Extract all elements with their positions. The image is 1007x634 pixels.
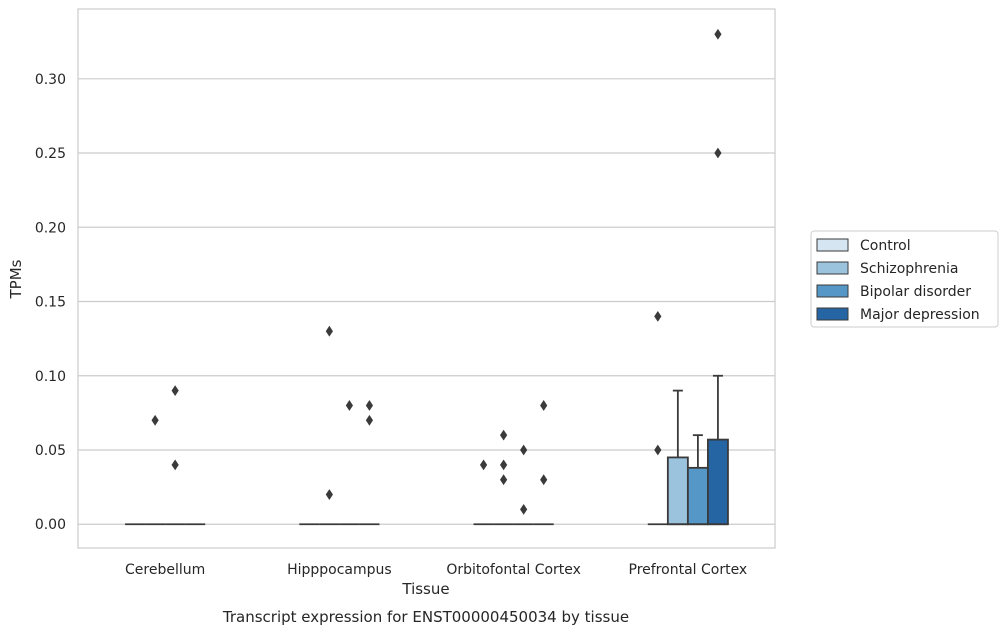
outlier-point <box>714 147 722 159</box>
y-axis-label: TPMs <box>7 259 25 299</box>
legend-label: Control <box>860 238 911 254</box>
box <box>666 389 689 526</box>
outlier-point <box>500 429 508 441</box>
outlier-point <box>479 459 488 471</box>
outlier-point <box>520 444 528 456</box>
outlier-point <box>345 400 353 411</box>
y-axis-ticks: 0.00 0.05 0.10 0.15 0.20 0.25 0.30 <box>35 72 66 533</box>
outlier-point <box>365 414 374 426</box>
box-series <box>125 374 729 526</box>
x-tick-label: Hipppocampus <box>287 562 392 578</box>
legend-swatch <box>816 307 849 321</box>
legend: Control Schizophrenia Bipolar disorder Majo… <box>810 230 999 328</box>
x-tick-label: Prefrontal Cortex <box>629 562 748 578</box>
legend-swatch <box>816 238 849 252</box>
y-tick-label: 0.20 <box>35 220 66 236</box>
legend-label: Bipolar disorder <box>860 284 971 300</box>
figure-caption: Transcript expression for ENST0000045003… <box>222 608 629 626</box>
y-tick-label: 0.10 <box>35 369 66 385</box>
outlier-point <box>540 400 548 411</box>
x-tick-label: Orbitofontal Cortex <box>446 562 581 578</box>
legend-label: Schizophrenia <box>860 261 958 277</box>
y-tick-label: 0.15 <box>35 295 66 311</box>
outlier-point <box>500 459 508 471</box>
x-axis-label: Tissue <box>401 580 449 598</box>
outlier-point <box>500 474 508 486</box>
legend-label: Major depression <box>860 307 980 323</box>
plot-area-frame <box>77 8 776 549</box>
x-axis-ticks: Cerebellum Hipppocampus Orbitofontal Corte… <box>125 562 747 578</box>
outlier-point <box>540 474 548 486</box>
outlier-point <box>151 414 159 426</box>
outlier-point <box>520 503 528 515</box>
box-body <box>666 456 689 526</box>
outlier-point <box>654 444 662 456</box>
box <box>686 434 709 526</box>
legend-frame <box>810 230 999 328</box>
box-body <box>707 438 729 526</box>
y-tick-label: 0.30 <box>35 72 66 88</box>
outlier-point <box>325 325 333 337</box>
box <box>707 374 729 526</box>
y-tick-label: 0.00 <box>35 517 66 533</box>
legend-swatch <box>816 261 849 275</box>
box-body <box>686 466 709 526</box>
outlier-point <box>325 489 333 500</box>
gridlines <box>78 78 775 525</box>
y-tick-label: 0.25 <box>35 146 66 162</box>
x-tick-label: Cerebellum <box>125 562 205 578</box>
outlier-point <box>365 400 374 411</box>
outlier-point <box>171 385 179 397</box>
outlier-point <box>714 28 722 40</box>
legend-swatch <box>816 284 849 298</box>
outlier-point <box>654 310 662 322</box>
y-tick-label: 0.05 <box>35 443 66 459</box>
outlier-points <box>151 28 722 515</box>
outlier-point <box>171 459 179 471</box>
